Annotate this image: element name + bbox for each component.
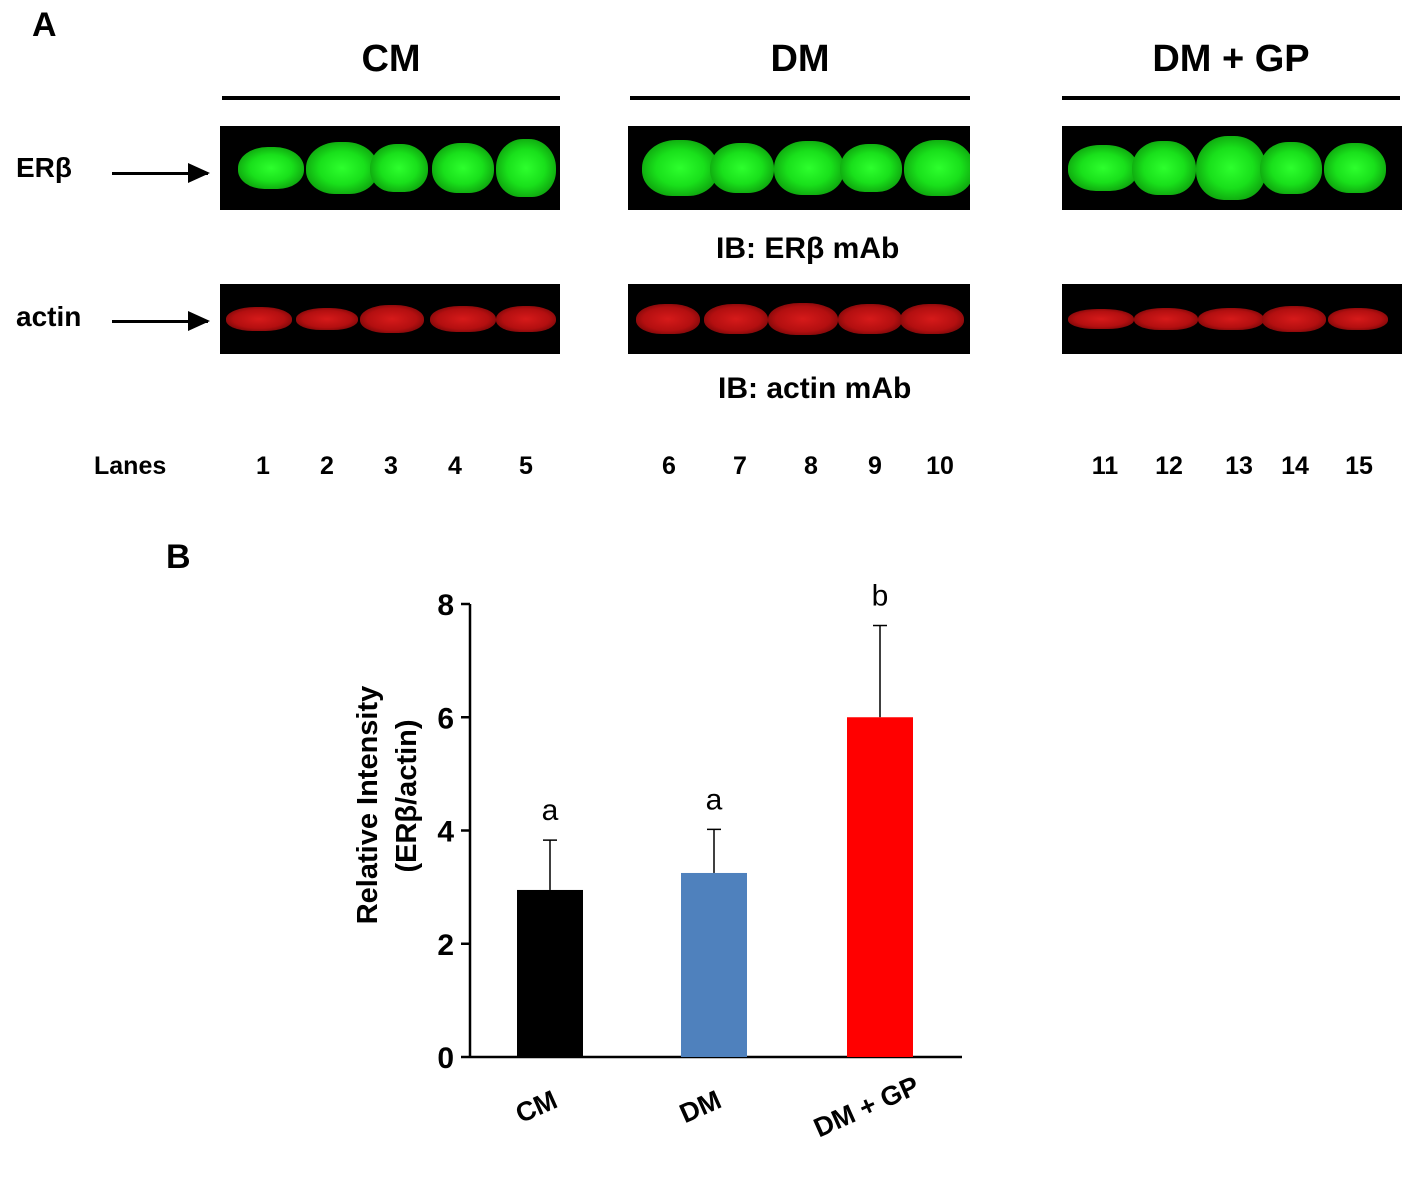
blot-band <box>774 141 844 195</box>
blot-band <box>1068 309 1134 329</box>
blot-band <box>900 304 964 334</box>
group-line-dm <box>630 96 970 100</box>
western-blot-erb-dm-gp <box>1062 126 1402 210</box>
group-label-cm: CM <box>361 38 421 80</box>
blot-band <box>1260 142 1322 194</box>
lane-number: 2 <box>320 452 334 480</box>
blot-band <box>1262 306 1326 332</box>
blot-band <box>496 139 556 197</box>
y-tick-label: 8 <box>437 589 454 622</box>
y-axis-label-line1: Relative Intensity <box>352 686 384 925</box>
arrow-right-icon <box>112 311 210 331</box>
bar <box>517 889 583 1057</box>
lane-number: 15 <box>1345 452 1373 480</box>
significance-labels: a a b <box>542 580 889 828</box>
blot-band <box>1132 141 1196 195</box>
x-tick-label: DM <box>675 1085 726 1129</box>
blot-band <box>306 142 378 194</box>
bars <box>517 717 913 1057</box>
lanes-label: Lanes <box>94 452 167 480</box>
panel-b-letter: B <box>166 538 191 576</box>
bar <box>847 717 913 1057</box>
group-label-dm-gp: DM + GP <box>1152 38 1310 80</box>
blot-band <box>496 306 556 332</box>
group-label-dm: DM <box>770 38 830 80</box>
y-axis-label-line2: (ERβ/actin) <box>391 719 423 872</box>
lane-number: 1 <box>256 452 270 480</box>
blot-band <box>430 306 496 332</box>
y-tick-label: 0 <box>437 1042 454 1075</box>
ib-label-erb: IB: ERβ mAb <box>716 232 900 265</box>
blot-band <box>238 147 304 189</box>
significance-label: b <box>872 580 889 613</box>
x-tick-label: DM + GP <box>809 1070 923 1143</box>
row-label-erb: ERβ <box>16 152 72 183</box>
western-blot-actin-dm-gp <box>1062 284 1402 354</box>
bar <box>681 872 747 1057</box>
blot-band <box>838 304 902 334</box>
y-tick-label: 6 <box>437 702 454 735</box>
lane-number: 14 <box>1281 452 1309 480</box>
y-tick-label: 2 <box>437 929 454 962</box>
lane-number: 11 <box>1091 452 1119 480</box>
western-blot-erb-dm <box>628 126 970 210</box>
blot-band <box>1324 143 1386 193</box>
group-line-cm <box>222 96 560 100</box>
blot-band <box>1198 308 1264 330</box>
y-axis-title: Relative Intensity (ERβ/actin) <box>352 686 423 925</box>
blot-band <box>1328 308 1388 330</box>
lane-number: 6 <box>662 452 676 480</box>
lane-number: 10 <box>926 452 954 480</box>
blot-band <box>296 308 358 330</box>
blot-band <box>1196 136 1266 200</box>
lane-number: 8 <box>804 452 818 480</box>
ib-label-actin: IB: actin mAb <box>718 372 912 405</box>
x-tick-label: CM <box>511 1085 562 1129</box>
lane-number: 13 <box>1225 452 1253 480</box>
blot-band <box>226 307 292 331</box>
blot-band <box>904 140 970 196</box>
blot-band <box>840 144 902 192</box>
lane-number: 12 <box>1155 452 1183 480</box>
panel-a-letter: A <box>32 6 57 44</box>
significance-label: a <box>706 783 723 816</box>
lane-number: 4 <box>448 452 462 480</box>
blot-band <box>636 304 700 334</box>
group-line-dm-gp <box>1062 96 1400 100</box>
lane-number: 5 <box>519 452 533 480</box>
blot-band <box>768 303 838 335</box>
blot-band <box>710 143 774 193</box>
blot-band <box>432 143 494 193</box>
western-blot-actin-dm <box>628 284 970 354</box>
lane-number: 3 <box>384 452 398 480</box>
blot-band <box>704 304 768 334</box>
significance-label: a <box>542 794 559 827</box>
lane-number: 7 <box>733 452 747 480</box>
blot-band <box>1134 308 1198 330</box>
lane-number: 9 <box>868 452 882 480</box>
blot-band <box>1068 145 1138 191</box>
western-blot-erb-cm <box>220 126 560 210</box>
y-ticks: 0 2 4 6 8 <box>437 589 470 1075</box>
y-tick-label: 4 <box>437 816 454 849</box>
error-bars <box>543 624 887 890</box>
blot-band <box>642 140 718 196</box>
arrow-right-icon <box>112 163 210 183</box>
x-tick-labels: CM DM DM + GP <box>511 1070 923 1143</box>
western-blot-actin-cm <box>220 284 560 354</box>
blot-band <box>370 144 428 192</box>
row-label-actin: actin <box>16 301 82 332</box>
blot-band <box>360 305 424 333</box>
